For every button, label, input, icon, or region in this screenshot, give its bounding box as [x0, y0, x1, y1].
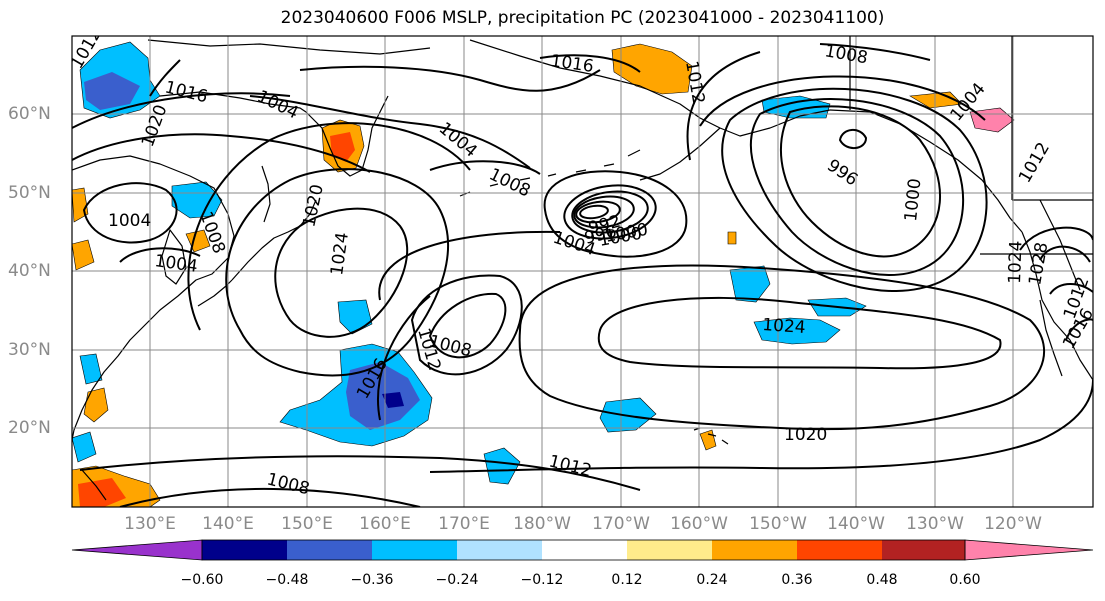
lon-label: 160°W — [670, 514, 728, 534]
lat-label: 50°N — [8, 183, 51, 203]
colorbar-tick-label: 0.36 — [781, 572, 813, 588]
colorbar-tick-label: −0.36 — [350, 572, 394, 588]
lon-label: 130°W — [906, 514, 964, 534]
colorbar-swatch — [712, 540, 797, 560]
lat-label: 60°N — [8, 104, 51, 124]
colorbar-tick-label: 0.60 — [949, 572, 981, 588]
lat-label: 20°N — [8, 418, 51, 438]
colorbar-swatch — [202, 540, 287, 560]
isobar-label: 1004 — [108, 211, 151, 231]
lon-label: 170°W — [592, 514, 650, 534]
isobars — [72, 43, 1093, 507]
colorbar-swatch — [542, 540, 627, 560]
colorbar-extend-high — [964, 539, 1094, 561]
colorbar-swatch — [882, 540, 965, 560]
colorbar-swatch — [372, 540, 457, 560]
lon-label: 120°W — [984, 514, 1042, 534]
colorbar-tick-label: 0.12 — [611, 572, 643, 588]
lon-label: 140°E — [202, 514, 254, 534]
coastlines — [72, 36, 1093, 501]
lat-label: 30°N — [8, 340, 51, 360]
lon-label: 140°W — [827, 514, 885, 534]
colorbar-tick-label: −0.48 — [265, 572, 309, 588]
colorbar-extend-low — [71, 539, 203, 561]
colorbar — [71, 539, 1094, 561]
precipitation-shading — [72, 41, 1015, 507]
colorbar-tick-label: −0.24 — [435, 572, 479, 588]
colorbar-tick-label: −0.12 — [520, 572, 564, 588]
graticule — [72, 36, 1093, 507]
colorbar-tick-label: 0.24 — [696, 572, 728, 588]
colorbar-swatch — [797, 540, 882, 560]
colorbar-swatch — [457, 540, 542, 560]
colorbar-tick-label: −0.60 — [180, 572, 224, 588]
isobar-label: 1024 — [762, 315, 807, 338]
isobar-label: 1024 — [1005, 240, 1026, 284]
map-title: 2023040600 F006 MSLP, precipitation PC (… — [280, 8, 885, 28]
lat-label: 40°N — [8, 261, 51, 281]
lon-label: 150°E — [281, 514, 333, 534]
isobar-label: 1000 — [901, 177, 925, 222]
lon-label: 170°E — [438, 514, 490, 534]
lon-label: 130°E — [124, 514, 176, 534]
lon-label: 160°E — [359, 514, 411, 534]
lon-label: 150°W — [749, 514, 807, 534]
map-frame — [71, 35, 1094, 508]
colorbar-swatch — [287, 540, 372, 560]
colorbar-tick-label: 0.48 — [866, 572, 898, 588]
isobar-label: 1020 — [784, 425, 827, 445]
colorbar-swatch — [627, 540, 712, 560]
lon-label: 180°W — [513, 514, 571, 534]
colorbar-outline — [201, 539, 966, 561]
